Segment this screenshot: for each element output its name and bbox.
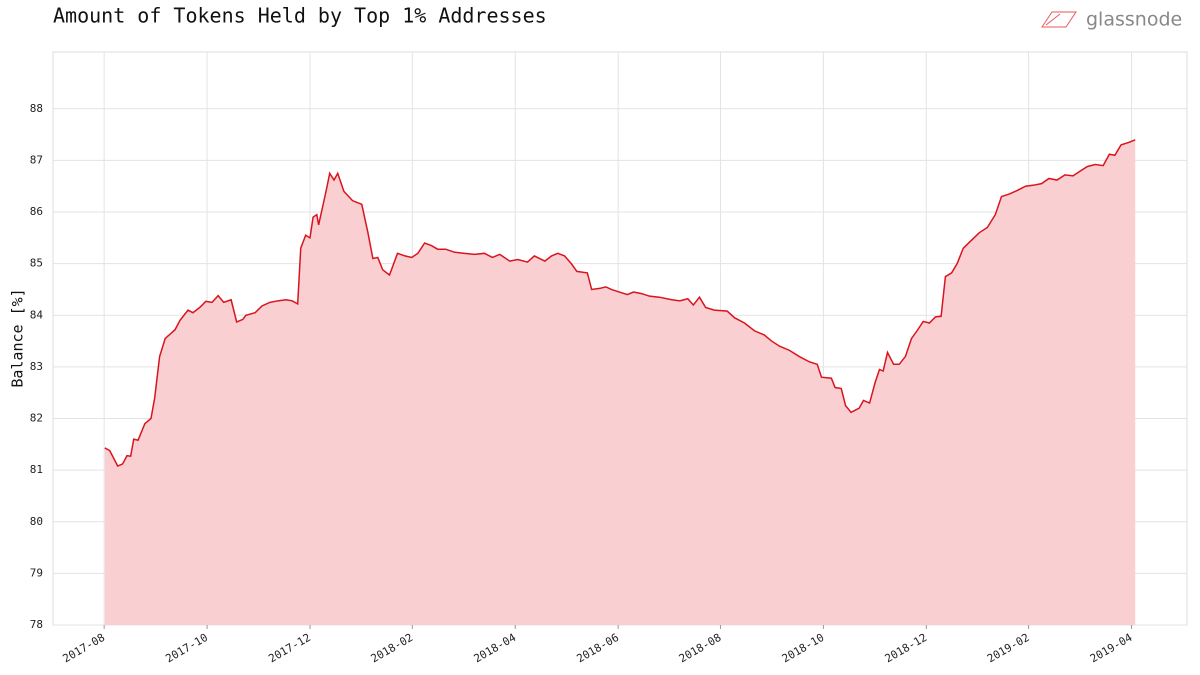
y-tick-label: 84: [30, 308, 44, 321]
chart-title: Amount of Tokens Held by Top 1% Addresse…: [53, 4, 547, 28]
line: [104, 139, 1136, 467]
y-tick-label: 83: [30, 360, 43, 373]
x-tick-label: 2018-06: [575, 631, 622, 665]
x-tick-label: 2018-12: [883, 631, 930, 665]
y-axis-label: Balance [%]: [9, 288, 27, 387]
logo-icon-line: [1045, 13, 1061, 26]
y-tick-label: 85: [30, 257, 43, 270]
y-tick-label: 78: [30, 618, 43, 631]
y-tick-label: 81: [30, 463, 43, 476]
x-tick-label: 2018-10: [780, 631, 827, 665]
y-tick-label: 88: [30, 102, 43, 115]
logo-icon: [1041, 11, 1077, 28]
x-tick-label: 2017-08: [61, 631, 108, 665]
x-tick-label: 2018-08: [677, 631, 724, 665]
x-tick-label: 2018-04: [472, 631, 519, 666]
y-tick-label: 87: [30, 153, 43, 166]
brand-name: glassnode: [1086, 9, 1182, 31]
x-tick-label: 2018-02: [369, 631, 416, 665]
area-fill: [104, 139, 1136, 625]
x-tick-label: 2019-02: [985, 631, 1032, 665]
y-tick-label: 86: [30, 205, 43, 218]
y-tick-label: 79: [30, 566, 43, 579]
x-tick-label: 2017-10: [163, 631, 210, 665]
y-tick-label: 80: [30, 515, 43, 528]
x-tick-label: 2017-12: [266, 631, 313, 665]
brand-logo: glassnode: [1041, 9, 1182, 31]
x-tick-label: 2019-04: [1088, 631, 1135, 666]
y-tick-label: 82: [30, 412, 43, 425]
